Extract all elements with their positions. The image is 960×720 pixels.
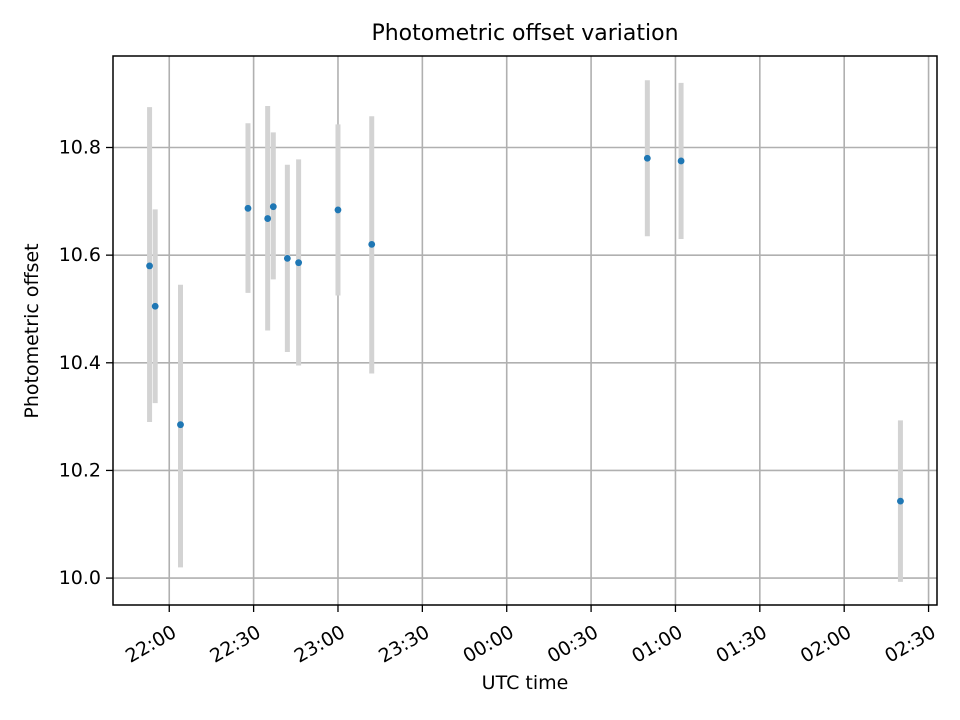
x-tick-label: 22:00 xyxy=(122,621,180,667)
data-point xyxy=(244,204,252,212)
data-point xyxy=(677,157,685,165)
data-point xyxy=(643,154,651,162)
x-tick-label: 00:00 xyxy=(459,621,517,667)
plot-frame xyxy=(112,55,938,606)
data-point xyxy=(177,421,184,429)
data-point xyxy=(295,259,303,267)
y-tick-label: 10.6 xyxy=(59,244,101,266)
data-point xyxy=(151,302,159,310)
errorbar-layer xyxy=(147,80,903,582)
point-layer xyxy=(146,154,904,505)
y-tick-label: 10.4 xyxy=(59,352,101,374)
x-tick-label: 23:30 xyxy=(375,621,433,667)
x-tick-label: 00:30 xyxy=(544,621,602,667)
data-point xyxy=(146,262,153,270)
data-point xyxy=(897,497,904,505)
y-tick-label: 10.2 xyxy=(59,459,101,481)
y-tick-label: 10.0 xyxy=(59,567,101,589)
data-point xyxy=(269,203,277,211)
data-point xyxy=(264,215,272,222)
x-tick-label: 01:30 xyxy=(712,621,770,667)
chart-title: Photometric offset variation xyxy=(371,21,679,46)
x-tick-label: 01:00 xyxy=(628,621,686,667)
data-point xyxy=(334,206,342,214)
x-tick-label: 23:00 xyxy=(291,621,349,667)
data-point xyxy=(283,254,291,262)
x-tick-label: 02:30 xyxy=(881,621,939,667)
y-tick-label: 10.8 xyxy=(59,137,101,159)
x-tick-label: 02:00 xyxy=(797,621,855,667)
x-tick-label: 22:30 xyxy=(206,621,264,667)
x-axis-label: UTC time xyxy=(481,672,569,694)
data-point xyxy=(368,240,376,248)
grid-layer xyxy=(113,56,937,605)
